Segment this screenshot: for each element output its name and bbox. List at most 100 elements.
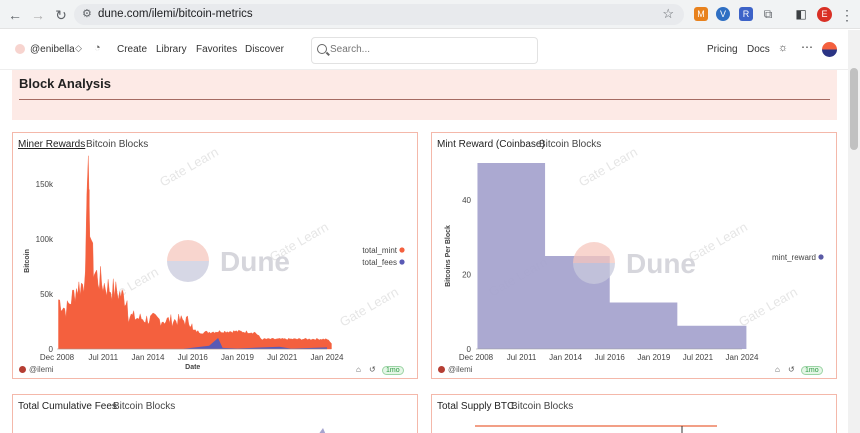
nav-docs[interactable]: Docs — [747, 44, 770, 55]
dune-logo-icon — [167, 261, 209, 282]
x-tick-label: Jul 2016 — [595, 353, 626, 362]
fees-chart-preview — [319, 428, 326, 433]
legend-label-total-mint: total_mint — [362, 246, 397, 255]
panel-title[interactable]: Mint Reward (Coinbase) — [437, 139, 545, 150]
dune-watermark-text: Dune — [220, 246, 290, 277]
x-tick-label: Jan 2019 — [637, 353, 670, 362]
dune-watermark-text: Dune — [626, 248, 696, 279]
nav-pricing[interactable]: Pricing — [707, 44, 738, 55]
camera-icon[interactable]: ⌂ — [775, 365, 780, 374]
x-tick-label: Jan 2014 — [132, 353, 165, 362]
forward-arrow-icon[interactable]: → — [31, 7, 45, 23]
extension-r-icon[interactable]: R — [739, 7, 753, 21]
search-input[interactable] — [330, 44, 520, 55]
total-fees-area — [183, 338, 327, 349]
x-tick-label: Jan 2024 — [726, 353, 759, 362]
gate-learn-watermark: Gate Learn — [157, 147, 221, 190]
legend-dot-total-fees — [399, 259, 405, 265]
panel-author[interactable]: @ilemi — [19, 365, 54, 374]
page-scrollbar[interactable] — [848, 30, 860, 433]
x-tick-label: Dec 2008 — [459, 353, 494, 362]
panel-subtitle[interactable]: Bitcoin Blocks — [113, 401, 176, 412]
block-analysis-section: Block Analysis — [12, 70, 837, 120]
y-axis-label: Bitcoins Per Block — [445, 225, 452, 287]
legend-dot-mint-reward — [818, 254, 824, 260]
panel-title[interactable]: Total Supply BTC — [437, 401, 515, 412]
refresh-icon[interactable]: ↺ — [788, 365, 795, 374]
y-axis-label: Bitcoin — [24, 249, 31, 273]
extensions-puzzle-icon[interactable]: ⧉ — [763, 7, 773, 21]
x-tick-label: Jul 2011 — [88, 353, 118, 362]
browser-menu-icon[interactable]: ⋮ — [840, 7, 854, 23]
miner-rewards-panel: Miner Rewards Bitcoin Blocks Gate Learn G… — [12, 132, 418, 379]
y-tick-label: 50k — [40, 290, 54, 299]
legend-label-total-fees: total_fees — [362, 258, 397, 267]
back-arrow-icon[interactable]: ← — [8, 7, 22, 23]
y-tick-label: 40 — [462, 196, 471, 205]
user-menu-name[interactable]: @enibella — [30, 44, 75, 55]
profile-avatar[interactable]: E — [817, 7, 832, 22]
site-settings-icon[interactable]: ⚙ — [82, 8, 92, 20]
freshness-badge: 1mo — [382, 366, 404, 375]
dune-logo-icon — [573, 242, 615, 263]
y-tick-label: 100k — [36, 235, 54, 244]
nav-favorites[interactable]: Favorites — [196, 44, 238, 55]
refresh-icon[interactable]: ↺ — [369, 365, 376, 374]
x-tick-label: Jul 2021 — [683, 353, 714, 362]
user-avatar[interactable] — [15, 44, 25, 54]
panel-subtitle[interactable]: Bitcoin Blocks — [511, 401, 574, 412]
mint-reward-panel: Mint Reward (Coinbase) Bitcoin Blocks Ga… — [431, 132, 837, 379]
url-text[interactable]: dune.com/ilemi/bitcoin-metrics — [98, 8, 253, 20]
y-tick-label: 0 — [49, 345, 54, 354]
gate-learn-watermark: Gate Learn — [576, 147, 640, 190]
freshness-badge: 1mo — [801, 366, 823, 375]
x-tick-label: Jan 2019 — [221, 353, 254, 362]
reload-icon[interactable]: ↻ — [55, 7, 67, 23]
nav-create[interactable]: Create — [117, 44, 148, 55]
mint-reward-area — [477, 163, 747, 349]
x-tick-label: Jul 2011 — [507, 353, 537, 362]
x-tick-label: Jul 2016 — [178, 353, 209, 362]
panel-title[interactable]: Total Cumulative Fees — [18, 401, 117, 412]
total-supply-panel: Total Supply BTC Bitcoin Blocks — [431, 394, 837, 433]
x-tick-label: Jul 2021 — [267, 353, 298, 362]
app-header: @enibella ◇ ◔ Create Library Favorites D… — [0, 30, 848, 70]
section-title: Block Analysis — [19, 76, 112, 91]
theme-sun-icon[interactable]: ☼ — [778, 42, 789, 54]
gate-learn-watermark: Gate Learn — [736, 284, 800, 330]
dune-watermark: Dune — [573, 242, 696, 284]
x-tick-label: Jan 2014 — [549, 353, 582, 362]
x-tick-label: Jan 2024 — [311, 353, 344, 362]
total-mint-area — [58, 155, 332, 350]
metamask-extension-icon[interactable]: M — [694, 7, 708, 21]
dune-logo-icon — [167, 240, 209, 261]
user-menu-chevron-icon[interactable]: ◇ — [75, 43, 82, 53]
dune-watermark: Dune — [167, 240, 290, 282]
panel-subtitle[interactable]: Bitcoin Blocks — [539, 139, 602, 150]
nav-discover[interactable]: Discover — [245, 44, 284, 55]
panel-author[interactable]: @ilemi — [438, 365, 473, 374]
total-cumulative-fees-panel: Total Cumulative Fees Bitcoin Blocks — [12, 394, 418, 433]
address-bar[interactable]: ⚙ dune.com/ilemi/bitcoin-metrics ☆ — [74, 4, 684, 25]
y-tick-label: 0 — [467, 345, 472, 354]
x-axis-label: Date — [185, 364, 200, 371]
browser-toolbar: ← → ↻ ⚙ dune.com/ilemi/bitcoin-metrics ☆… — [0, 0, 860, 29]
side-panel-icon[interactable]: ◧ — [795, 7, 807, 21]
panel-title[interactable]: Miner Rewards — [18, 139, 86, 150]
extension-v-icon[interactable]: V — [716, 7, 730, 21]
more-dots-icon[interactable]: ⋯ — [801, 40, 813, 54]
dune-logo-avatar[interactable] — [822, 42, 837, 57]
dashboard-icon[interactable]: ◔ — [94, 42, 101, 54]
search-box[interactable] — [311, 37, 538, 64]
fees-chart-mark — [319, 428, 326, 433]
scrollbar-thumb[interactable] — [850, 68, 858, 150]
legend-label-mint-reward: mint_reward — [772, 253, 816, 262]
nav-library[interactable]: Library — [156, 44, 187, 55]
bookmark-star-icon[interactable]: ☆ — [662, 6, 674, 21]
panel-subtitle[interactable]: Bitcoin Blocks — [86, 139, 149, 150]
camera-icon[interactable]: ⌂ — [356, 365, 361, 374]
y-tick-label: 20 — [462, 271, 471, 280]
supply-chart-preview — [475, 425, 717, 433]
